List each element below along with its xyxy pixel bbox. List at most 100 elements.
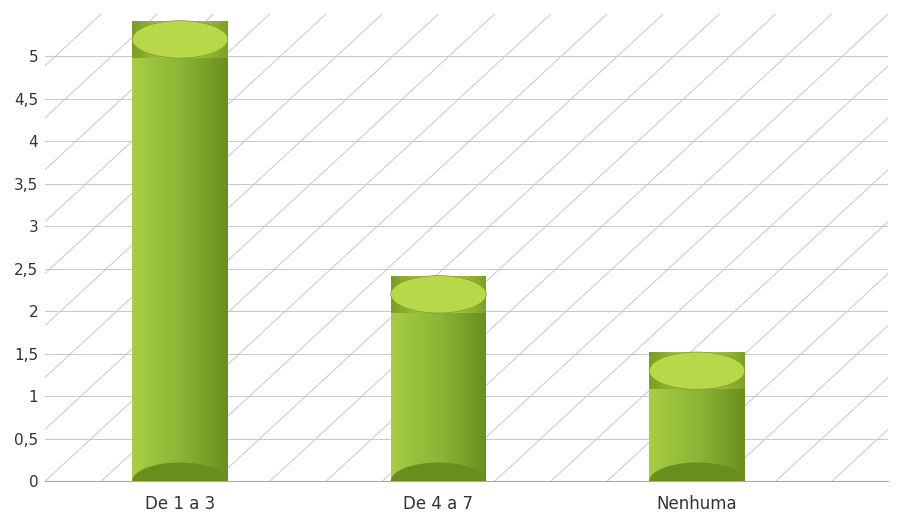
- Polygon shape: [474, 276, 477, 313]
- Polygon shape: [225, 21, 227, 58]
- Polygon shape: [158, 21, 161, 58]
- Polygon shape: [154, 21, 158, 58]
- Polygon shape: [438, 276, 442, 313]
- Polygon shape: [697, 371, 699, 481]
- Polygon shape: [480, 276, 483, 313]
- Polygon shape: [170, 21, 173, 58]
- Polygon shape: [442, 276, 445, 313]
- Polygon shape: [719, 352, 723, 389]
- Polygon shape: [668, 371, 671, 481]
- Polygon shape: [656, 352, 658, 389]
- Polygon shape: [397, 276, 400, 313]
- Polygon shape: [393, 294, 395, 481]
- Polygon shape: [457, 276, 461, 313]
- Polygon shape: [417, 294, 419, 481]
- Polygon shape: [221, 21, 225, 58]
- Polygon shape: [395, 294, 398, 481]
- Polygon shape: [212, 21, 215, 58]
- Polygon shape: [673, 371, 676, 481]
- Polygon shape: [167, 21, 170, 58]
- Polygon shape: [664, 371, 666, 481]
- Polygon shape: [738, 371, 740, 481]
- Ellipse shape: [649, 352, 745, 389]
- Polygon shape: [457, 294, 460, 481]
- Polygon shape: [455, 276, 457, 313]
- Polygon shape: [477, 294, 479, 481]
- Polygon shape: [735, 352, 739, 389]
- Polygon shape: [139, 21, 142, 58]
- Polygon shape: [685, 352, 687, 389]
- Polygon shape: [163, 40, 166, 481]
- Polygon shape: [681, 352, 685, 389]
- Polygon shape: [448, 294, 450, 481]
- Polygon shape: [723, 352, 726, 389]
- Polygon shape: [187, 21, 189, 58]
- Polygon shape: [434, 294, 436, 481]
- Polygon shape: [400, 276, 403, 313]
- Polygon shape: [135, 21, 139, 58]
- Polygon shape: [194, 40, 197, 481]
- Polygon shape: [706, 371, 709, 481]
- Polygon shape: [405, 294, 408, 481]
- Polygon shape: [403, 276, 407, 313]
- Polygon shape: [204, 40, 207, 481]
- Polygon shape: [662, 352, 665, 389]
- Polygon shape: [140, 40, 142, 481]
- Polygon shape: [182, 40, 185, 481]
- Polygon shape: [723, 371, 726, 481]
- Polygon shape: [419, 276, 422, 313]
- Polygon shape: [482, 294, 483, 481]
- Polygon shape: [453, 294, 456, 481]
- Polygon shape: [197, 40, 199, 481]
- Ellipse shape: [391, 276, 486, 313]
- Polygon shape: [391, 276, 394, 313]
- Polygon shape: [214, 40, 216, 481]
- Polygon shape: [657, 371, 658, 481]
- Polygon shape: [177, 21, 180, 58]
- Polygon shape: [732, 352, 735, 389]
- Polygon shape: [716, 352, 719, 389]
- Polygon shape: [716, 371, 719, 481]
- Polygon shape: [699, 371, 702, 481]
- Polygon shape: [391, 294, 393, 481]
- Polygon shape: [472, 294, 474, 481]
- Polygon shape: [180, 21, 183, 58]
- Polygon shape: [189, 40, 192, 481]
- Polygon shape: [721, 371, 723, 481]
- Polygon shape: [680, 371, 683, 481]
- Polygon shape: [407, 276, 410, 313]
- Polygon shape: [436, 276, 438, 313]
- Polygon shape: [692, 371, 695, 481]
- Polygon shape: [436, 294, 438, 481]
- Polygon shape: [427, 294, 429, 481]
- Polygon shape: [133, 40, 134, 481]
- Polygon shape: [694, 352, 697, 389]
- Polygon shape: [731, 371, 732, 481]
- Polygon shape: [741, 352, 745, 389]
- Polygon shape: [445, 276, 448, 313]
- Ellipse shape: [391, 463, 486, 500]
- Polygon shape: [412, 294, 415, 481]
- Polygon shape: [665, 352, 668, 389]
- Polygon shape: [211, 40, 214, 481]
- Polygon shape: [712, 371, 713, 481]
- Polygon shape: [173, 40, 175, 481]
- Polygon shape: [690, 371, 692, 481]
- Polygon shape: [223, 40, 226, 481]
- Polygon shape: [410, 294, 412, 481]
- Polygon shape: [134, 40, 137, 481]
- Polygon shape: [477, 276, 480, 313]
- Polygon shape: [159, 40, 161, 481]
- Polygon shape: [148, 21, 152, 58]
- Polygon shape: [691, 352, 694, 389]
- Polygon shape: [654, 371, 657, 481]
- Ellipse shape: [133, 21, 227, 58]
- Polygon shape: [742, 371, 745, 481]
- Polygon shape: [146, 40, 149, 481]
- Polygon shape: [463, 294, 465, 481]
- Polygon shape: [704, 371, 706, 481]
- Ellipse shape: [133, 463, 227, 500]
- Polygon shape: [189, 21, 193, 58]
- Polygon shape: [450, 294, 453, 481]
- Polygon shape: [697, 352, 700, 389]
